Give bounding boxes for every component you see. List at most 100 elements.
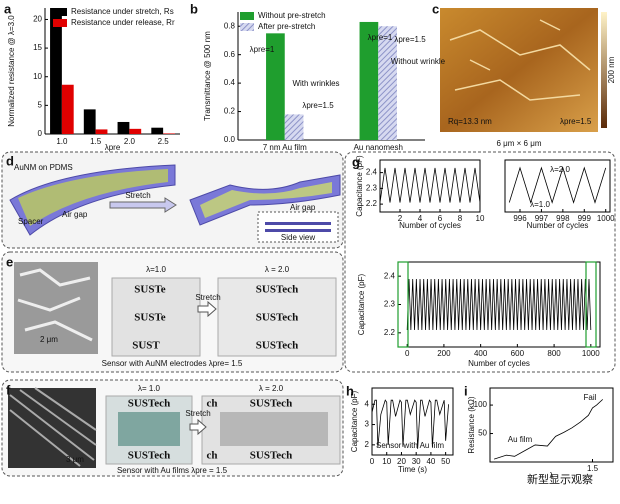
stretch-arrow-f (189, 418, 207, 436)
y-tick-label: 0.8 (224, 21, 236, 30)
panel-text: SUST (132, 340, 160, 352)
highlight-box (585, 261, 597, 348)
y-tick-label: 10 (33, 72, 42, 81)
y-tick-label: 0.6 (224, 50, 236, 59)
panel-text: λpre=1.5 (560, 117, 592, 126)
legend-swatch (53, 19, 67, 27)
panel-text: λ= 1.0 (138, 384, 161, 393)
panel-label: g (352, 154, 360, 169)
x-axis-label: λpre (105, 143, 121, 152)
plot-frame (379, 159, 481, 213)
y-tick-label: 0 (38, 129, 43, 138)
panel-text: Spacer (18, 217, 44, 226)
y-tick-label: 15 (33, 43, 42, 52)
x-tick-label: 50 (441, 457, 450, 466)
data-line (379, 167, 481, 203)
y-axis-label: Capacitance (pF) (357, 273, 366, 335)
panel-text: Rq=13.3 nm (448, 117, 492, 126)
highlight-box (397, 261, 409, 348)
x-tick-label: 40 (426, 457, 435, 466)
side-view-box (257, 211, 339, 243)
bar (129, 128, 142, 134)
nanomesh (18, 169, 168, 226)
bar (151, 127, 164, 134)
bar (117, 121, 130, 134)
y-tick-label: 2 (365, 440, 370, 449)
panel-text: 200 nm (607, 56, 616, 83)
panel-text: SUSTech (256, 284, 298, 296)
panel-text: AuNM on PDMS (14, 163, 73, 172)
annotation: λ=1.0 (530, 200, 550, 209)
y-tick-label: 100 (474, 400, 488, 409)
annotation: λpre=1.5 (302, 101, 334, 110)
legend-label: Resistance under stretch, Rs (71, 7, 174, 16)
film-f-2 (220, 412, 328, 446)
panel-text: Stretch (185, 409, 210, 418)
x-tick-label: Au nanomesh (354, 143, 403, 152)
x-tick-label: 800 (547, 349, 561, 358)
legend-label: Resistance under release, Rr (71, 18, 175, 27)
y-tick-label: 0.2 (224, 107, 236, 116)
afm-features (449, 19, 591, 101)
x-tick-label: 7 nm Au film (263, 143, 307, 152)
data-line (508, 166, 607, 204)
x-tick-label: 2.5 (158, 137, 170, 146)
panel-text: Stretch (195, 293, 220, 302)
legend-label: After pre-stretch (258, 22, 315, 31)
panel-text: ch (207, 398, 218, 410)
panel-text: Air gap (62, 210, 88, 219)
data-line (371, 399, 449, 449)
film-f-1 (118, 412, 180, 446)
color-bar (601, 12, 607, 128)
stretched-sheet (189, 174, 341, 226)
panel-text: Side view (281, 233, 315, 242)
panel-label: b (190, 1, 198, 16)
x-axis-label: Number of cycles (468, 359, 530, 368)
panel-text: Stretch (125, 191, 150, 200)
panel-label: h (346, 383, 354, 398)
x-tick-label: 1.0 (56, 137, 68, 146)
x-tick-label: 997 (535, 214, 549, 223)
afm-image (440, 8, 598, 132)
y-tick-label: 0.0 (224, 135, 236, 144)
bar (284, 114, 304, 140)
panel-text: Air gap (290, 203, 316, 212)
bar (266, 33, 285, 141)
y-tick-label: 2.4 (366, 168, 378, 177)
sem-texture-f (9, 387, 97, 467)
panel-text: λ=1.0 (146, 265, 166, 274)
sem-texture (17, 268, 93, 342)
panel-text: Sensor with AuNM electrodes λpre= 1.5 (102, 359, 243, 368)
bar (378, 26, 397, 140)
annotation: λpre=1 (250, 45, 275, 54)
y-tick-label: 2.3 (384, 300, 396, 309)
photo-e-1 (111, 277, 201, 357)
bar (83, 109, 96, 134)
x-tick-label: 1000 (582, 349, 600, 358)
photo-e-2 (217, 277, 337, 357)
x-tick-label: 2 (398, 214, 403, 223)
y-tick-label: 2.2 (366, 199, 378, 208)
panel-text: SUSTech (256, 340, 298, 352)
bar (61, 84, 74, 134)
annotation: With wrinkles (292, 79, 339, 88)
x-tick-label: 30 (412, 457, 421, 466)
x-tick-label: 20 (397, 457, 406, 466)
panel-text: λ = 2.0 (265, 265, 290, 274)
x-tick-label: 200 (437, 349, 451, 358)
x-tick-label: 6 (438, 214, 443, 223)
y-axis-label: Resistance (kΩ) (467, 396, 476, 453)
y-tick-label: 2.3 (366, 183, 378, 192)
panel-text: ch (207, 450, 218, 462)
panel-text: SUSTech (128, 450, 170, 462)
annotation: λpre=1 (368, 33, 393, 42)
y-axis-label: Normalized resistance @ λ=3.0 (7, 15, 16, 127)
panel-text: Sensor with Au films λpre = 1.5 (117, 466, 228, 475)
panel-text: SUSTech (128, 398, 170, 410)
x-tick-label: 998 (556, 214, 570, 223)
watermark: 新型显示观察 (527, 472, 593, 486)
x-axis-label: Number of cycles (527, 221, 589, 230)
panel-label: i (464, 383, 468, 398)
panel-label: c (432, 1, 439, 16)
